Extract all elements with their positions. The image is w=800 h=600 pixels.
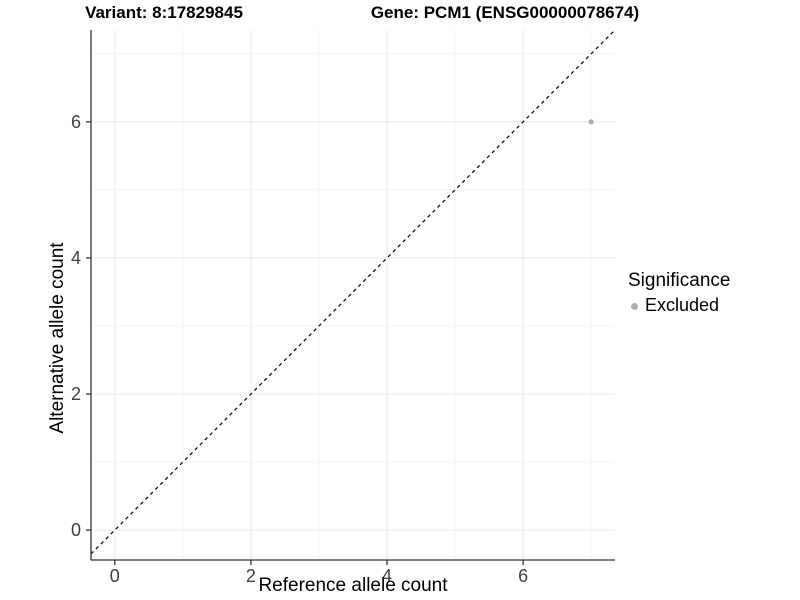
svg-text:0: 0 [71,520,81,540]
svg-text:6: 6 [71,112,81,132]
legend-item-excluded: Excluded [628,295,730,316]
svg-text:2: 2 [71,384,81,404]
x-axis-title: Reference allele count [258,575,448,596]
svg-text:4: 4 [382,566,392,586]
legend-point-icon [631,303,638,310]
y-axis-title: Alternative allele count [47,242,68,434]
svg-text:6: 6 [518,566,528,586]
legend-item-label: Excluded [645,295,720,315]
svg-text:2: 2 [246,566,256,586]
variant-title: Variant: 8:17829845 [85,3,243,22]
svg-text:0: 0 [110,566,120,586]
svg-text:4: 4 [71,248,81,268]
gene-title: Gene: PCM1 (ENSG00000078674) [370,3,640,22]
legend: Significance Excluded [628,270,730,316]
legend-title: Significance [628,270,731,291]
